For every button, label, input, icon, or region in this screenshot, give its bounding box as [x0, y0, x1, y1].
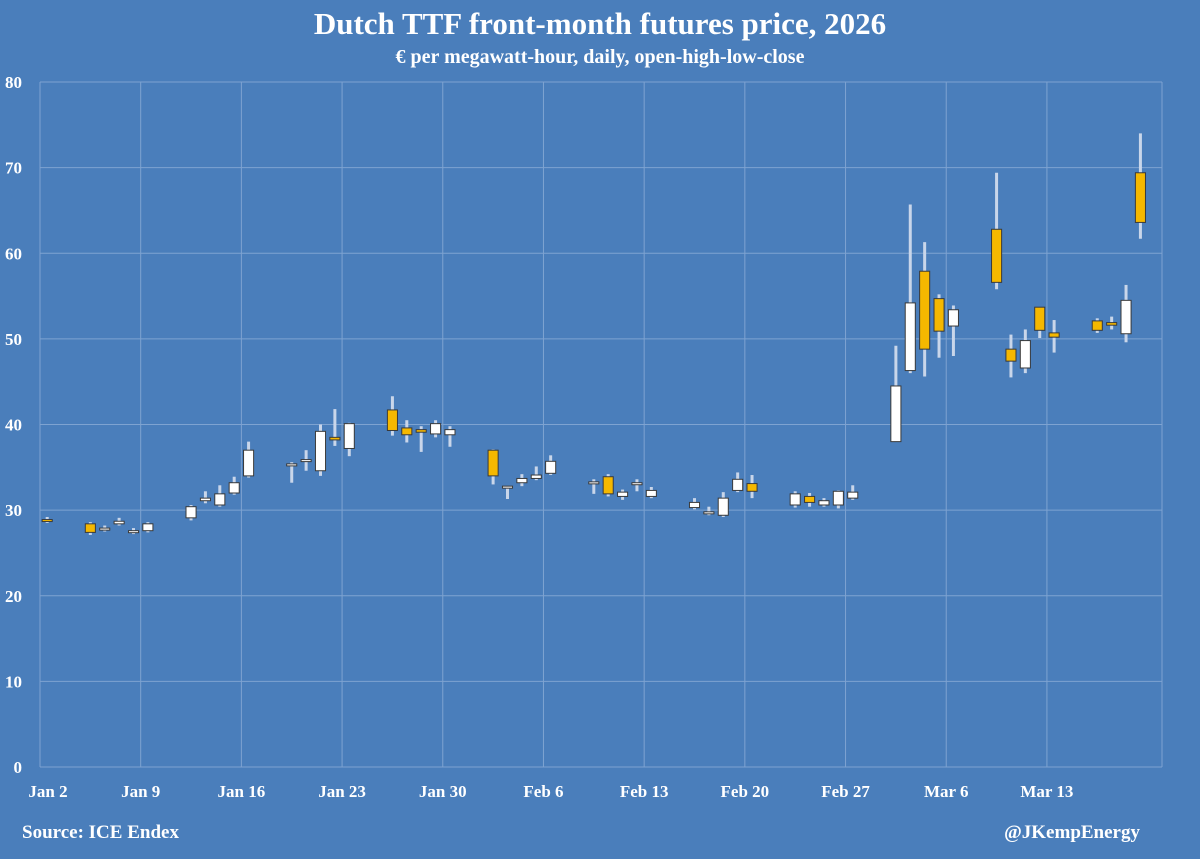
candle-body: [991, 228, 1003, 283]
candle-body: [1048, 332, 1060, 338]
candle-body: [746, 483, 758, 492]
candle-body: [1091, 320, 1103, 331]
candle-body: [947, 309, 959, 327]
candle-body: [99, 527, 111, 531]
candle-body: [501, 485, 514, 489]
candle-body: [286, 463, 298, 467]
candle-body: [631, 482, 643, 486]
y-tick-label: 70: [5, 159, 22, 178]
y-tick-label: 20: [5, 587, 22, 606]
x-tick-label: Jan 9: [121, 782, 160, 801]
candle-body: [904, 302, 916, 372]
candle-body: [588, 481, 600, 485]
candle-body: [617, 491, 629, 497]
x-tick-label: Jan 23: [318, 782, 366, 801]
x-tick-label: Feb 13: [620, 782, 669, 801]
candle-body: [516, 477, 528, 484]
x-tick-label: Jan 16: [218, 782, 266, 801]
x-tick-label: Jan 30: [419, 782, 467, 801]
candle-body: [214, 493, 226, 506]
x-tick-label: Feb 20: [721, 782, 770, 801]
candle-body: [401, 427, 413, 436]
candle-body: [127, 530, 140, 534]
candle-body: [243, 449, 255, 477]
candle-body: [1019, 340, 1031, 369]
author-handle: @JKempEnergy: [1004, 822, 1140, 843]
candle-body: [732, 478, 744, 491]
candle-body: [430, 423, 442, 435]
candle-body: [199, 497, 211, 502]
candle-body: [314, 430, 327, 472]
candle-body: [847, 491, 859, 499]
candle-body: [41, 519, 53, 523]
candle-body: [228, 482, 240, 494]
x-tick-label: Mar 13: [1020, 782, 1073, 801]
candle-body: [444, 429, 456, 436]
y-tick-label: 40: [5, 416, 22, 435]
candle-body: [645, 489, 657, 497]
candle-body: [300, 459, 312, 463]
candle-body: [717, 497, 729, 516]
candle-body: [415, 429, 427, 433]
candle-body: [933, 298, 945, 332]
candle-body: [602, 476, 614, 495]
x-tick-label: Feb 6: [523, 782, 563, 801]
y-tick-label: 0: [14, 758, 23, 777]
candle-body: [1120, 299, 1132, 335]
candle-body: [343, 423, 355, 449]
candle-body: [1034, 306, 1046, 331]
candle-body: [1106, 322, 1118, 326]
candle-body: [142, 523, 154, 532]
candle-body: [185, 506, 197, 519]
x-tick-label: Jan 2: [28, 782, 67, 801]
candle-body: [688, 501, 701, 509]
chart-title: Dutch TTF front-month futures price, 202…: [313, 6, 887, 41]
candle-body: [84, 523, 96, 533]
y-tick-label: 80: [5, 73, 22, 92]
candle-body: [1134, 172, 1146, 223]
source-note: Source: ICE Endex: [22, 822, 179, 843]
candle-body: [113, 520, 125, 525]
x-tick-label: Feb 27: [821, 782, 870, 801]
y-tick-label: 60: [5, 244, 22, 263]
candle-body: [703, 511, 715, 515]
chart-subtitle: € per megawatt-hour, daily, open-high-lo…: [395, 46, 805, 68]
candle-body: [919, 270, 931, 350]
candle-body: [1005, 348, 1017, 362]
candle-body: [386, 409, 398, 431]
y-tick-label: 30: [5, 501, 22, 520]
candle-body: [804, 495, 816, 503]
candle-body: [832, 490, 844, 506]
candle-body: [487, 449, 499, 477]
candle-body: [789, 493, 801, 506]
candle-body: [545, 460, 557, 474]
candle-body: [890, 385, 902, 443]
x-tick-label: Mar 6: [924, 782, 969, 801]
y-tick-label: 50: [5, 330, 22, 349]
y-tick-label: 10: [5, 672, 22, 691]
candle-body: [530, 474, 542, 479]
candle-body: [329, 436, 341, 441]
candle-body: [818, 500, 830, 506]
